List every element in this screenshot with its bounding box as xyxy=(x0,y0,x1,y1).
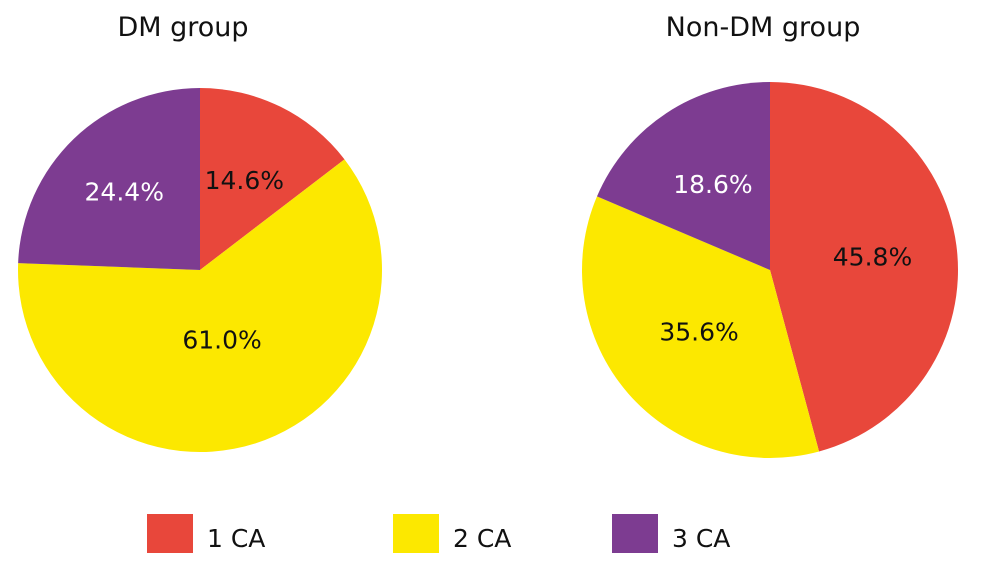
legend-label-2-ca: 2 CA xyxy=(453,524,511,553)
legend-item-2-ca: 2 CA xyxy=(393,514,511,553)
pie-chart-non-dm-group: Non-DM group 45.8% 35.6% 18.6% xyxy=(582,12,958,459)
chart-title-dm-group: DM group xyxy=(117,12,248,43)
legend-label-3-ca: 3 CA xyxy=(672,524,730,553)
legend-swatch-3-ca xyxy=(612,514,658,553)
legend-item-3-ca: 3 CA xyxy=(612,514,730,553)
pie-slice-3-ca xyxy=(596,82,770,270)
pie-slice-2-ca xyxy=(582,196,820,459)
legend-label-1-ca: 1 CA xyxy=(207,524,265,553)
pie-slice-2-ca xyxy=(18,159,382,452)
data-label-3-ca: 24.4% xyxy=(85,177,164,206)
legend: 1 CA 2 CA 3 CA xyxy=(147,514,730,553)
data-label-1-ca: 14.6% xyxy=(205,166,284,195)
pie-slice-1-ca xyxy=(770,82,958,452)
legend-item-1-ca: 1 CA xyxy=(147,514,265,553)
legend-swatch-1-ca xyxy=(147,514,193,553)
data-label-3-ca: 18.6% xyxy=(673,170,752,199)
pie-slice-3-ca xyxy=(18,88,200,270)
data-label-1-ca: 45.8% xyxy=(833,242,912,271)
data-label-2-ca: 35.6% xyxy=(659,318,738,347)
pie-chart-dm-group: DM group 14.6% 61.0% 24.4% xyxy=(18,12,382,452)
pie-slice-1-ca xyxy=(200,88,345,270)
legend-swatch-2-ca xyxy=(393,514,439,553)
chart-title-non-dm-group: Non-DM group xyxy=(666,12,861,43)
data-label-2-ca: 61.0% xyxy=(182,325,261,354)
